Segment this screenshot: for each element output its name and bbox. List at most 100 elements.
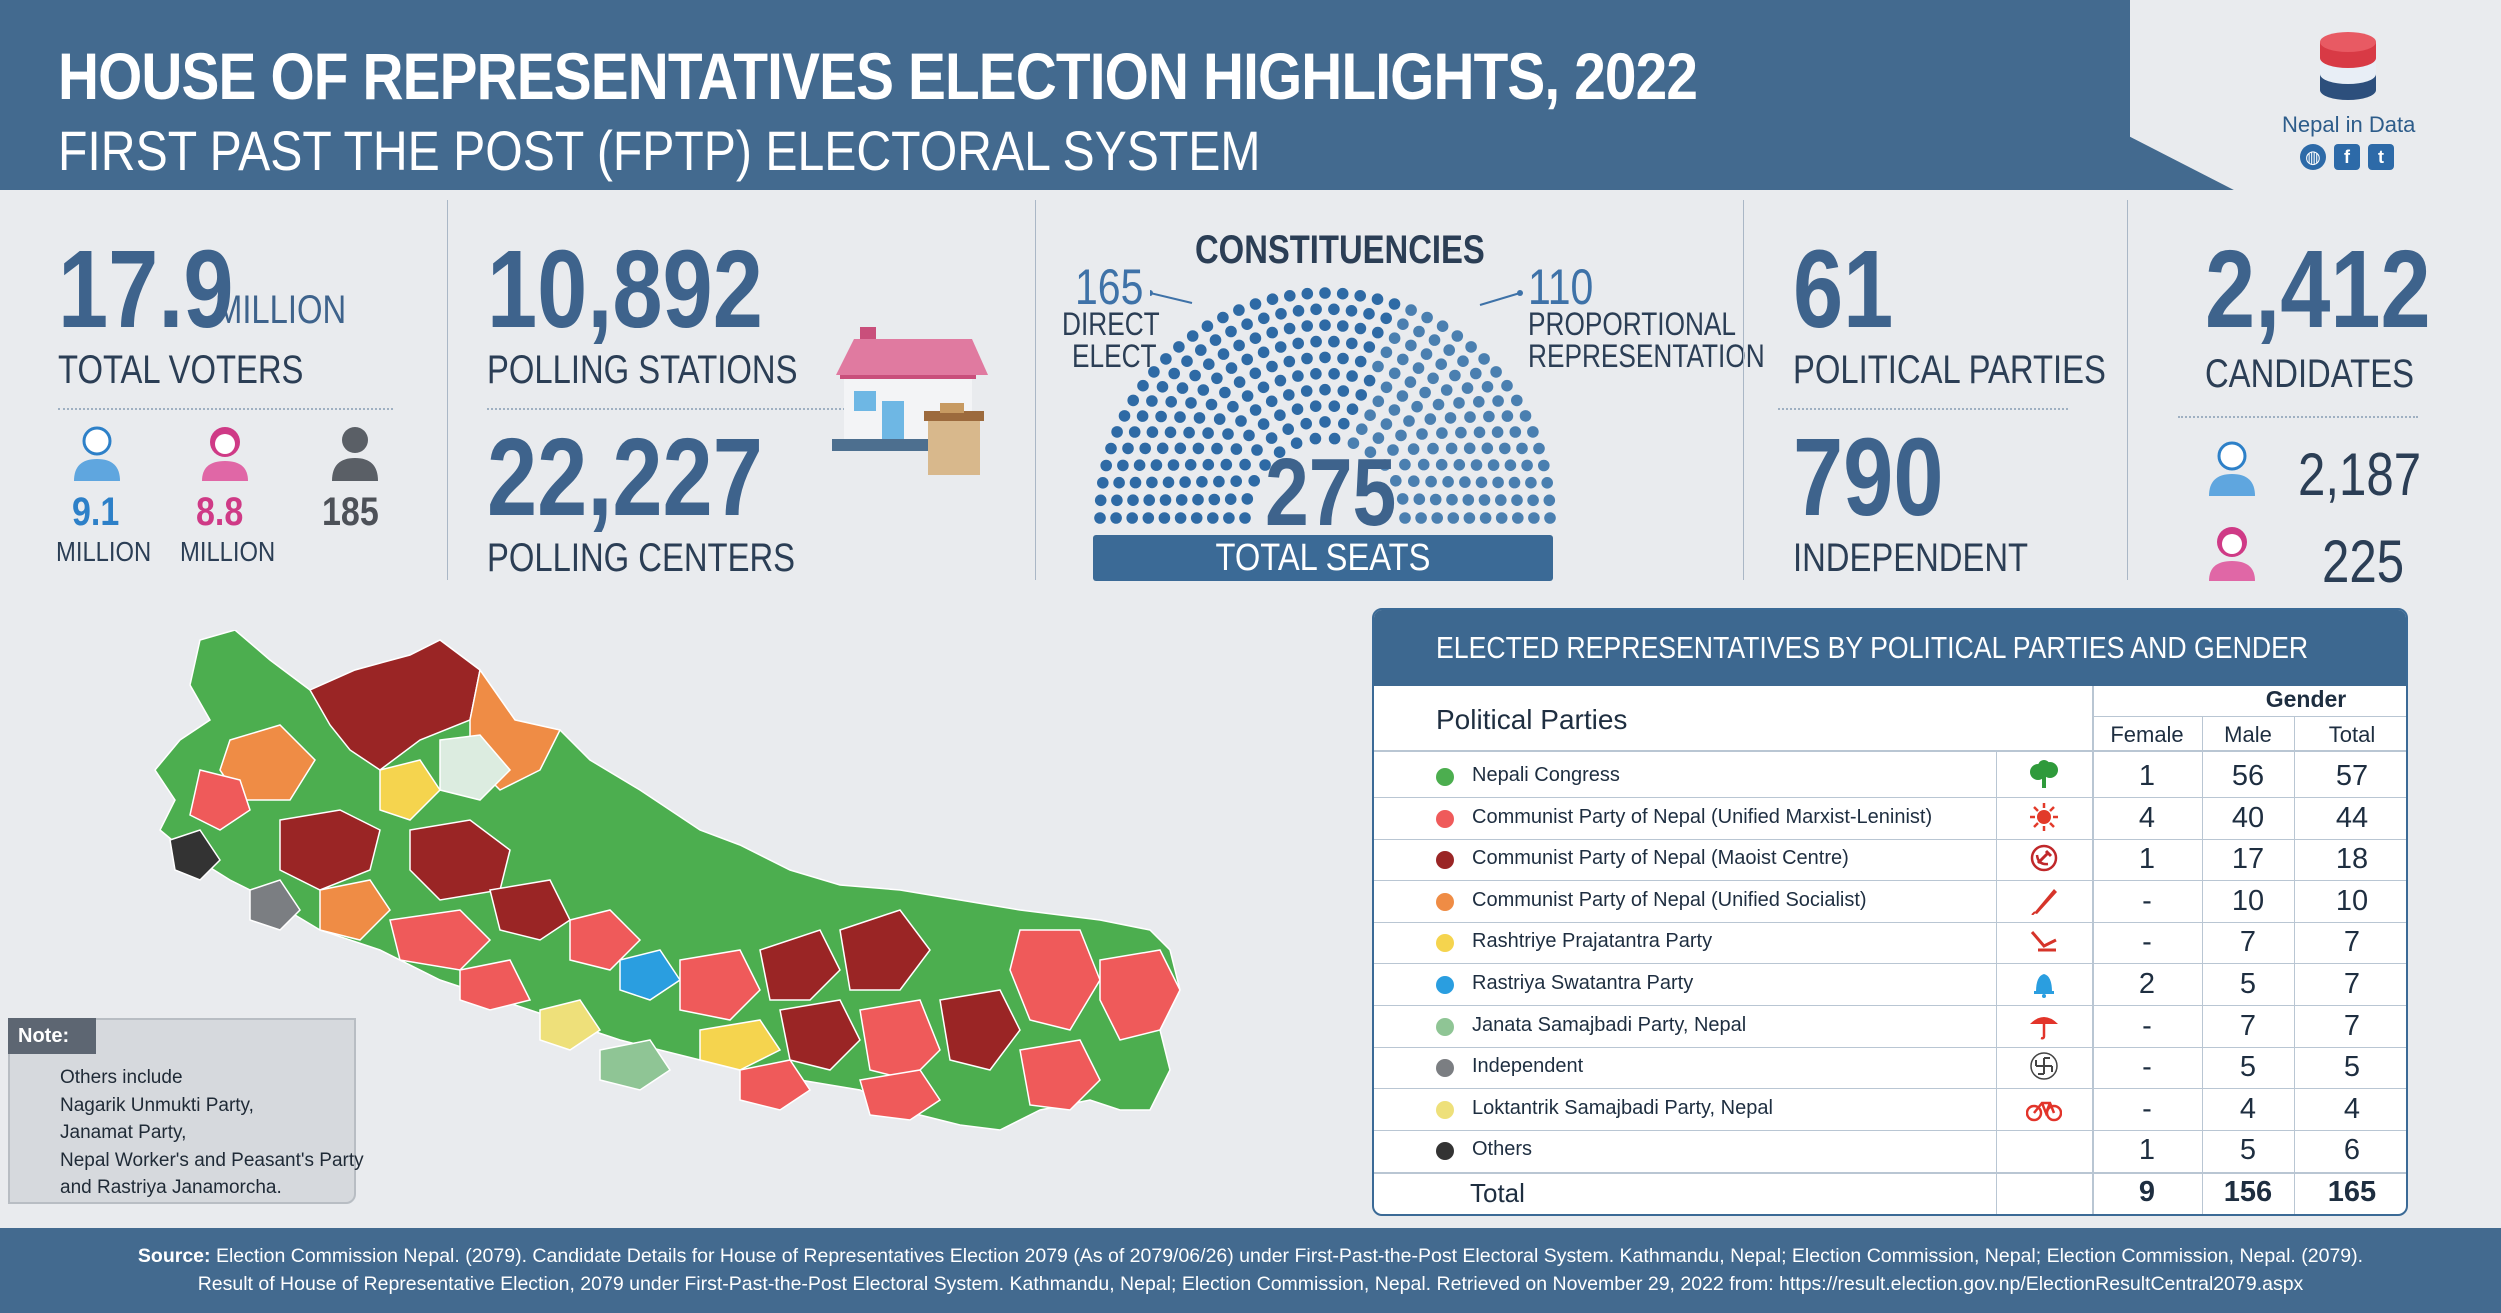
female-count: - [2142, 926, 2152, 959]
bell-icon [2026, 968, 2062, 998]
parliament-seat [1446, 493, 1458, 506]
parliament-seat [1249, 332, 1262, 344]
political-parties-value: 61 [1793, 228, 1894, 351]
parliament-seat-chart [1094, 287, 1556, 524]
parliament-seat [1249, 298, 1262, 310]
total-voters-value: 17.9 [58, 228, 234, 351]
parliament-seat [1449, 369, 1461, 382]
parliament-seat [1444, 412, 1457, 424]
parliament-seat [1129, 476, 1142, 489]
total-voters-label: TOTAL VOTERS [58, 348, 304, 392]
parliament-seat [1249, 404, 1262, 416]
total-seats-bar: TOTAL SEATS [1093, 535, 1553, 581]
total-voters-unit: MILLION [215, 288, 347, 332]
parliament-seat [1220, 458, 1233, 471]
parliament-seat [1174, 512, 1187, 524]
parliament-seat [1511, 394, 1523, 407]
parliament-seat [1464, 411, 1476, 423]
parliament-seat [1440, 384, 1453, 396]
parliament-seat [1319, 416, 1331, 428]
parliament-seat [1380, 418, 1393, 430]
col-total: Total [2328, 722, 2376, 747]
parliament-seat [1127, 394, 1139, 407]
parliament-seat [1443, 344, 1455, 356]
polling-centers-label: POLLING CENTERS [487, 536, 796, 580]
independent-label: INDEPENDENT [1793, 536, 2029, 580]
table-row: Others 1 5 6 [1374, 1130, 2406, 1171]
male-count: 5 [2239, 968, 2257, 1000]
total-count: 5 [2343, 1051, 2361, 1084]
parliament-seat [1508, 476, 1521, 489]
globe-icon[interactable]: ◍ [2300, 144, 2326, 170]
parliament-seat [1184, 459, 1197, 471]
map-region [569, 909, 642, 971]
female-count: 1 [2138, 843, 2156, 876]
male-count: 7 [2239, 926, 2257, 959]
parliament-seat [1275, 308, 1287, 320]
parliament-seat [1364, 409, 1376, 421]
parliament-seat [1390, 475, 1402, 487]
table-grid-line [2092, 686, 2094, 1214]
political-parties-label: POLITICAL PARTIES [1793, 348, 2106, 392]
parliament-seat [1110, 512, 1122, 524]
parliament-seat [1395, 429, 1407, 442]
parliament-seat [1403, 415, 1415, 427]
parliament-seat [1479, 512, 1492, 524]
table-grid-line [1374, 1088, 2406, 1090]
parliament-seat [1428, 334, 1441, 346]
table-grid-line [2294, 716, 2295, 1214]
parliament-seat [1405, 339, 1417, 352]
parliament-seat [1117, 459, 1129, 472]
parliament-seat [1481, 442, 1494, 455]
map-region [189, 769, 251, 831]
parliament-seat [1094, 512, 1106, 524]
twitter-icon[interactable]: t [2368, 144, 2394, 170]
parliament-seat [1459, 476, 1471, 488]
parliament-seat [1420, 348, 1433, 360]
parliament-seat [1336, 287, 1349, 300]
swastika-icon [2026, 1051, 2062, 1081]
parliament-seat [1478, 353, 1490, 365]
parliament-seat [1453, 397, 1465, 409]
divider [2127, 200, 2128, 580]
map-region [1019, 1039, 1101, 1111]
parliament-seat [1396, 493, 1409, 505]
direct-elect-value: 165 [1075, 259, 1144, 315]
parliament-seat [1266, 326, 1278, 339]
parliament-seat [1413, 493, 1426, 505]
facebook-icon[interactable]: f [2334, 144, 2360, 170]
parliament-seat [1346, 370, 1358, 382]
parliament-seat [1190, 512, 1203, 524]
parliament-seat [1309, 432, 1322, 445]
parliament-seat [1159, 494, 1172, 506]
parliament-seat [1432, 398, 1445, 411]
parliament-seat [1105, 442, 1117, 455]
map-region [459, 959, 532, 1011]
parliament-seat [1273, 446, 1286, 458]
parliament-seat [1372, 432, 1385, 444]
parliament-seat [1380, 381, 1393, 394]
parliament-seat [1487, 459, 1500, 471]
elected-representatives-table: ELECTED REPRESENTATIVES BY POLITICAL PAR… [1372, 608, 2408, 1216]
total-row-male: 156 [2223, 1176, 2273, 1208]
parliament-seat [1337, 385, 1350, 397]
parliament-seat [1372, 360, 1384, 373]
pr-label-2: REPRESENTATION [1528, 338, 1765, 374]
parliament-seat [1283, 389, 1295, 401]
parliament-seat [1257, 418, 1270, 430]
parliament-seat [1266, 360, 1278, 373]
parliament-seat [1451, 330, 1464, 342]
parliament-seat [1233, 339, 1245, 352]
parliament-seat [1136, 410, 1149, 422]
polling-centers-value: 22,227 [487, 416, 763, 539]
male-candidates-value: 2,187 [2298, 441, 2422, 508]
parliament-seat [1300, 417, 1312, 430]
parliament-seat [1415, 512, 1427, 524]
parliament-seat [1388, 367, 1401, 380]
parliament-seat [1425, 475, 1437, 488]
parliament-seat [1538, 459, 1550, 472]
parliament-seat [1421, 311, 1433, 324]
parliament-seat [1301, 287, 1314, 300]
parliament-seat [1146, 395, 1158, 407]
parliament-seat [1239, 512, 1251, 524]
